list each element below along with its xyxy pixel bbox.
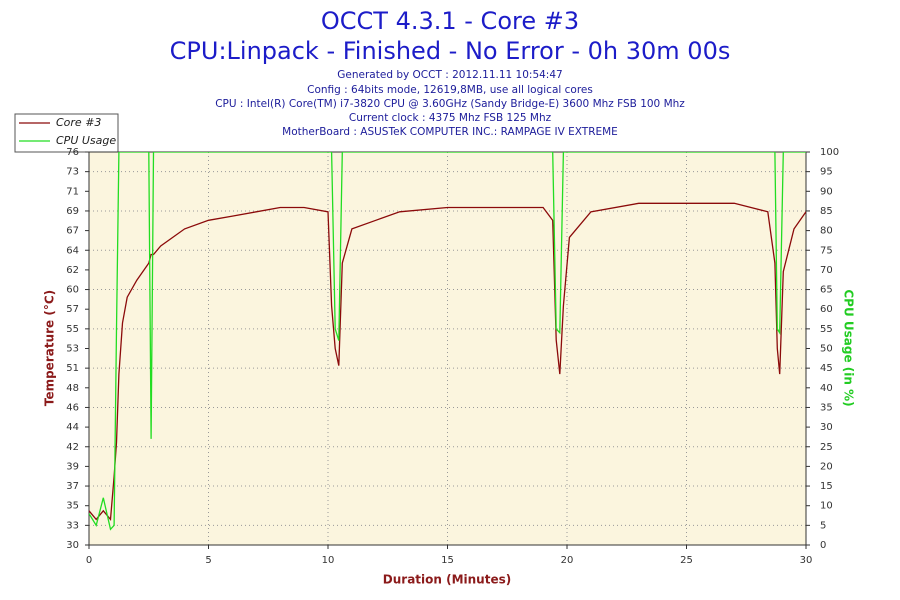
y-tick-label: 76	[66, 147, 79, 158]
y2-tick-label: 5	[820, 520, 826, 531]
x-tick-label: 10	[322, 555, 335, 566]
x-tick-label: 30	[800, 555, 813, 566]
series-line	[89, 202, 806, 522]
y-tick-label: 57	[66, 304, 79, 315]
y-tick-label: 73	[66, 167, 79, 178]
info-line: Current clock : 4375 Mhz FSB 125 Mhz	[349, 112, 552, 124]
y2-axis-label: CPU Usage (in %)	[842, 289, 856, 406]
x-axis-label: Duration (Minutes)	[383, 573, 511, 587]
info-line: MotherBoard : ASUSTeK COMPUTER INC.: RAM…	[282, 126, 618, 138]
legend-label: CPU Usage	[56, 134, 116, 147]
info-line: CPU : Intel(R) Core(TM) i7-3820 CPU @ 3.…	[215, 98, 685, 110]
y-tick-label: 69	[66, 206, 79, 217]
y2-tick-label: 35	[820, 402, 833, 413]
y-tick-label: 33	[66, 520, 79, 531]
y-tick-label: 42	[66, 442, 79, 453]
y-tick-label: 67	[66, 226, 79, 237]
y-tick-label: 46	[66, 402, 79, 413]
y2-tick-label: 45	[820, 363, 833, 374]
y-tick-label: 55	[66, 324, 79, 335]
y2-tick-label: 75	[820, 245, 833, 256]
y2-tick-label: 50	[820, 344, 833, 355]
x-tick-label: 15	[441, 555, 454, 566]
y2-tick-label: 80	[820, 226, 833, 237]
chart-subtitle: CPU:Linpack - Finished - No Error - 0h 3…	[170, 37, 731, 65]
y-tick-label: 71	[66, 186, 79, 197]
y2-tick-label: 95	[820, 167, 833, 178]
x-tick-label: 25	[680, 555, 693, 566]
y2-tick-label: 10	[820, 501, 833, 512]
y2-tick-label: 65	[820, 285, 833, 296]
y2-tick-label: 55	[820, 324, 833, 335]
y2-tick-label: 20	[820, 461, 833, 472]
legend-box	[14, 113, 119, 153]
y2-tick-label: 25	[820, 442, 833, 453]
x-tick-label: 0	[86, 555, 92, 566]
y-axis-label: Temperature (°C)	[43, 290, 57, 406]
y-tick-label: 39	[66, 461, 79, 472]
x-tick-label: 20	[561, 555, 574, 566]
y2-tick-label: 70	[820, 265, 833, 276]
info-line: Config : 64bits mode, 12619,8MB, use all…	[307, 84, 593, 96]
x-tick-label: 5	[205, 555, 211, 566]
series-line	[89, 152, 806, 531]
y2-tick-label: 40	[820, 383, 833, 394]
legend-label: Core #3	[56, 116, 101, 129]
info-line: Generated by OCCT : 2012.11.11 10:54:47	[337, 69, 562, 81]
y2-tick-label: 15	[820, 481, 833, 492]
y-tick-label: 51	[66, 363, 79, 374]
y2-tick-label: 30	[820, 422, 833, 433]
y-tick-label: 44	[66, 422, 79, 433]
y2-tick-label: 85	[820, 206, 833, 217]
y-tick-label: 30	[66, 540, 79, 551]
y-tick-label: 64	[66, 245, 79, 256]
y-tick-label: 62	[66, 265, 79, 276]
y-tick-label: 53	[66, 344, 79, 355]
y2-tick-label: 0	[820, 540, 826, 551]
y-tick-label: 48	[66, 383, 79, 394]
y-tick-label: 37	[66, 481, 79, 492]
y-tick-label: 60	[66, 285, 79, 296]
y2-tick-label: 60	[820, 304, 833, 315]
y-tick-label: 35	[66, 501, 79, 512]
y2-tick-label: 100	[820, 147, 839, 158]
y2-tick-label: 90	[820, 186, 833, 197]
chart-title: OCCT 4.3.1 - Core #3	[321, 7, 579, 35]
